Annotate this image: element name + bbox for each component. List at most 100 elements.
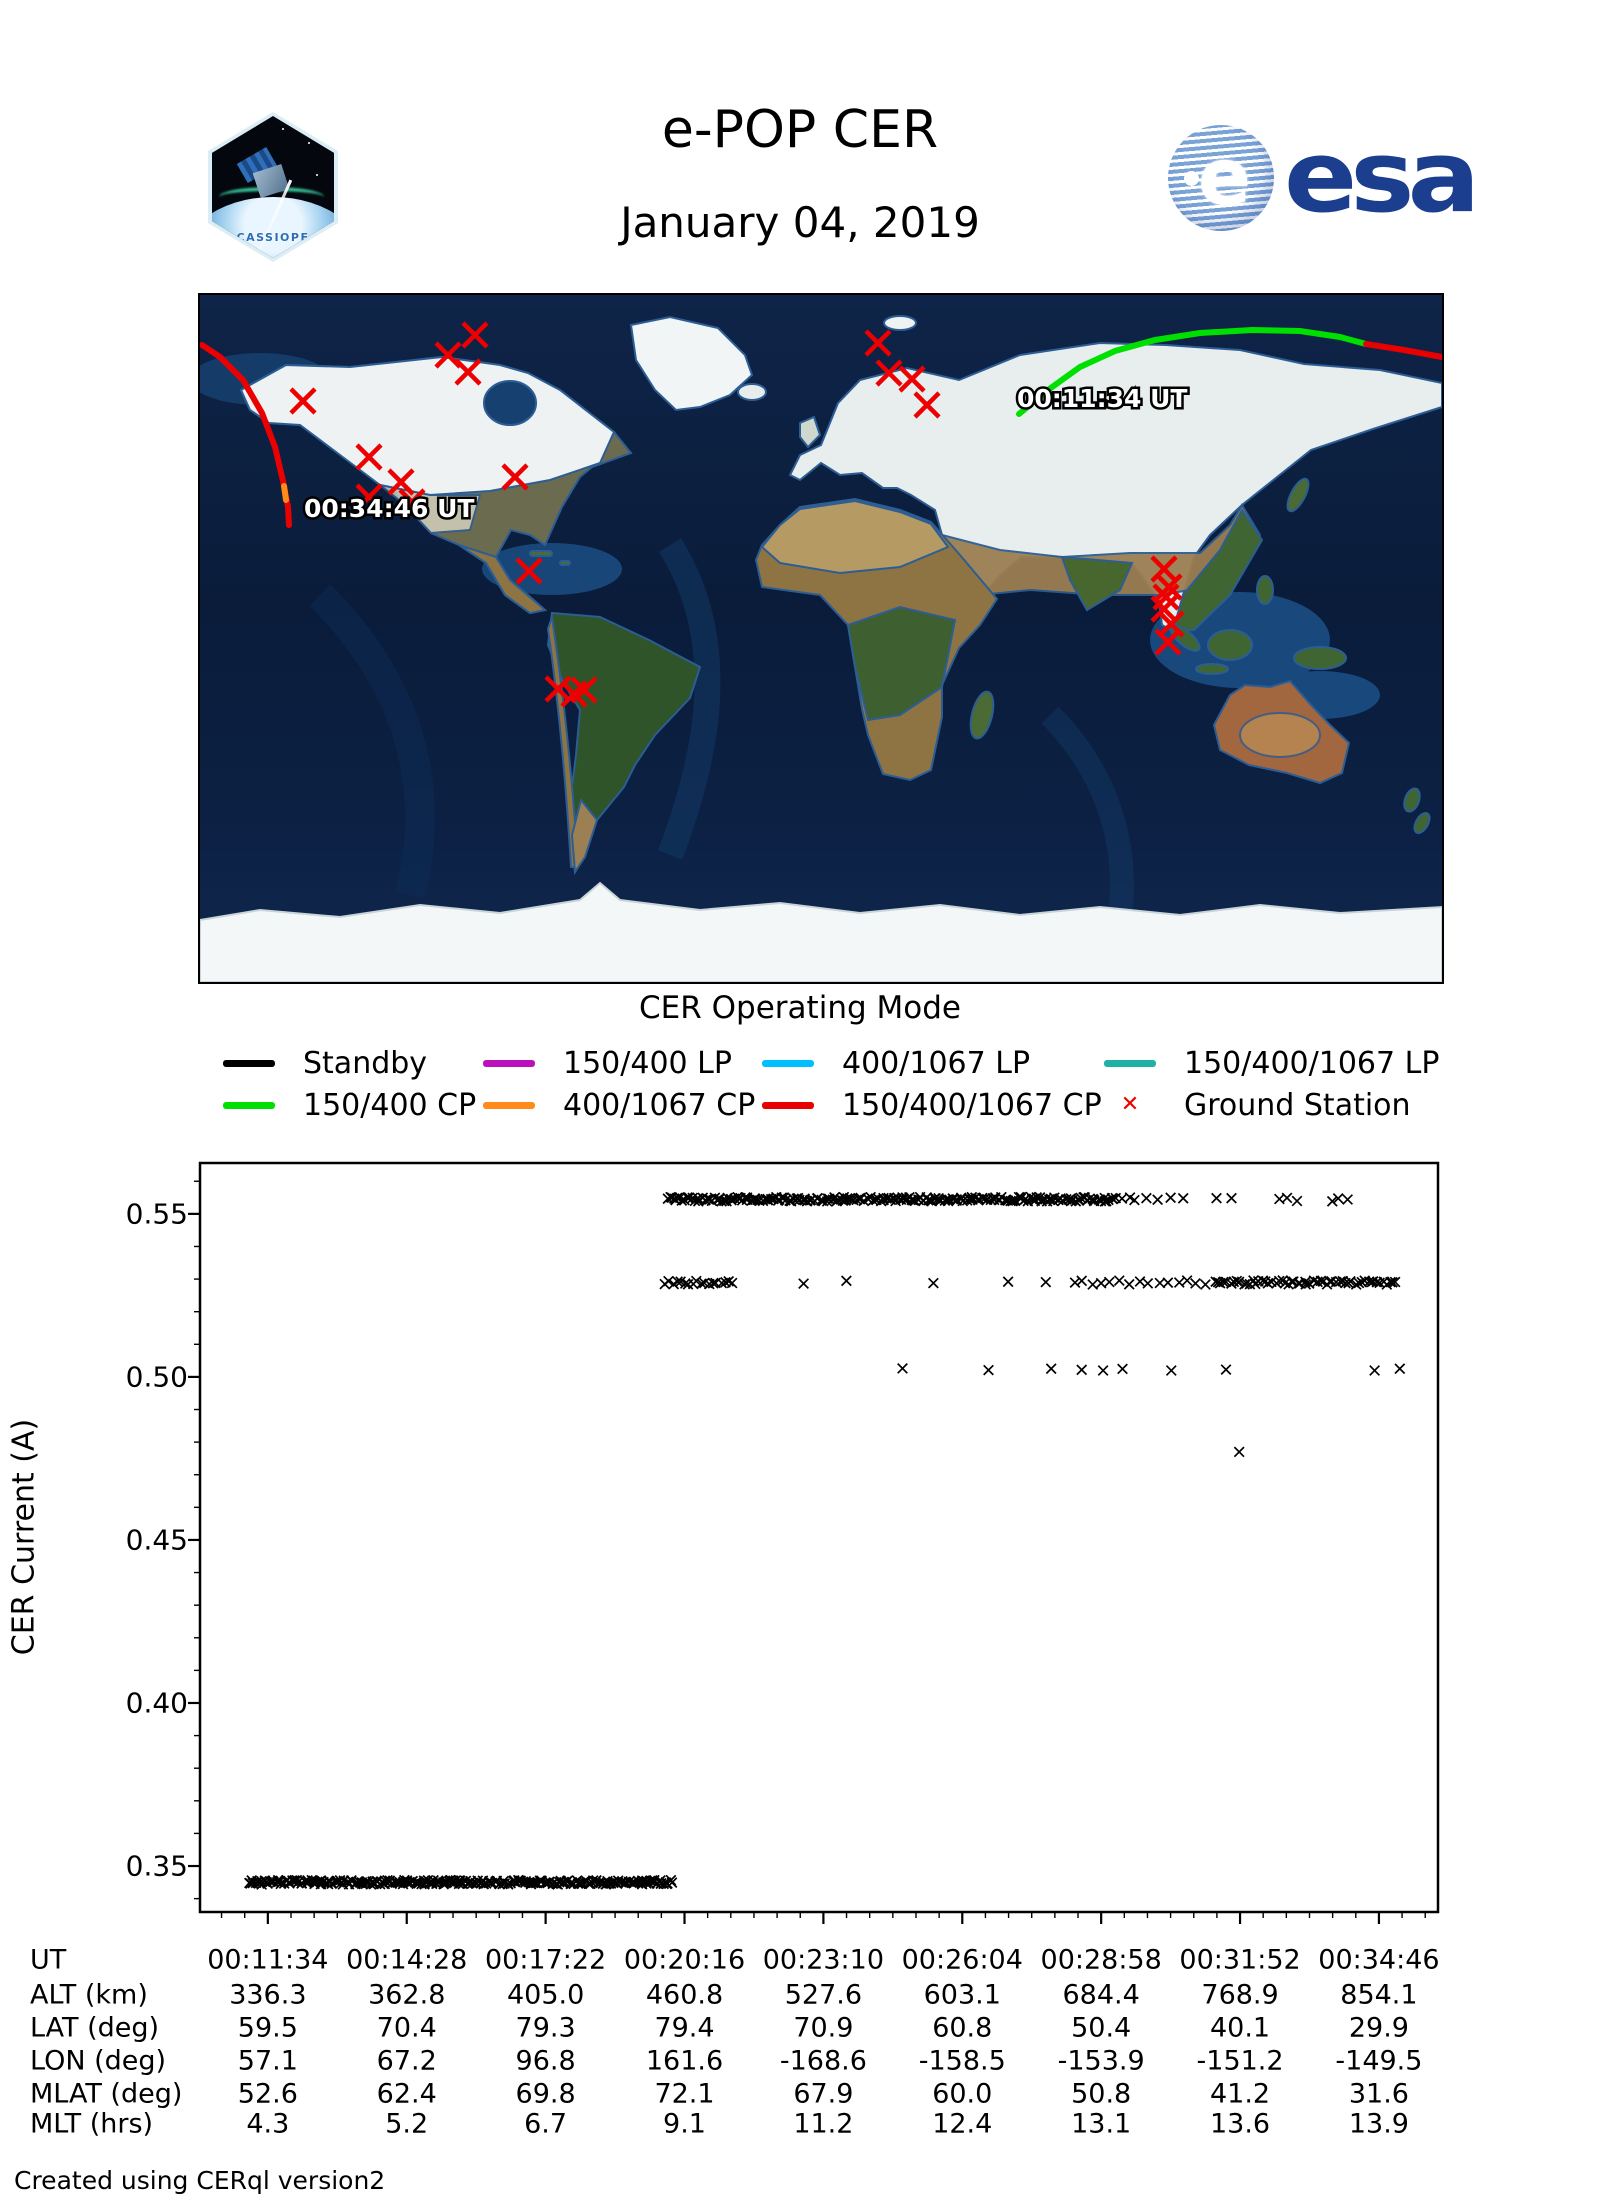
table-cell: 69.8 bbox=[515, 2078, 576, 2110]
table-cell: 13.9 bbox=[1348, 2108, 1409, 2140]
ground-station-marker bbox=[1154, 628, 1182, 656]
data-point-x-marker bbox=[1291, 1195, 1303, 1207]
legend-item-label: Standby bbox=[303, 1045, 428, 1081]
data-point-x-marker bbox=[1117, 1363, 1128, 1375]
data-point-x-marker bbox=[1087, 1279, 1099, 1290]
table-cell: 00:28:58 bbox=[1040, 1944, 1162, 1976]
table-cell: 00:20:16 bbox=[623, 1944, 746, 1976]
world-map-panel: 00:11:34 UT 00:34:46 UT bbox=[190, 293, 1445, 984]
data-point-x-marker bbox=[1226, 1192, 1237, 1204]
data-point-x-marker bbox=[966, 1191, 978, 1203]
ground-station-marker bbox=[355, 483, 383, 511]
data-point-x-marker bbox=[957, 1195, 969, 1207]
data-point-x-marker bbox=[1128, 1194, 1140, 1206]
legend-item-150-400-cp: 150/400 CP bbox=[223, 1088, 476, 1123]
page-title: e-POP CER bbox=[661, 100, 939, 160]
y-tick-label: 0.55 bbox=[125, 1197, 188, 1231]
data-point-x-marker bbox=[841, 1192, 853, 1204]
ground-station-marker bbox=[864, 329, 892, 357]
legend-item-label: 400/1067 LP bbox=[842, 1045, 1031, 1081]
ground-station-marker bbox=[913, 391, 941, 419]
table-cell: 00:31:52 bbox=[1179, 1944, 1301, 1976]
continents bbox=[199, 315, 1443, 983]
data-point-x-marker bbox=[1353, 1277, 1365, 1289]
legend-line-swatch bbox=[483, 1101, 535, 1109]
table-cell: 00:17:22 bbox=[484, 1944, 607, 1976]
data-point-x-marker bbox=[1070, 1195, 1082, 1207]
star-icon bbox=[316, 174, 318, 176]
orbit-tracks bbox=[199, 326, 1445, 528]
data-point-x-marker bbox=[663, 1275, 674, 1287]
table-cell: 31.6 bbox=[1348, 2078, 1409, 2110]
table-cell: 40.1 bbox=[1209, 2012, 1271, 2044]
table-cell: 6.7 bbox=[524, 2108, 568, 2140]
data-point-x-marker bbox=[1231, 1275, 1243, 1287]
data-point-x-marker bbox=[1190, 1277, 1201, 1289]
data-point-x-marker bbox=[1315, 1275, 1327, 1287]
track-end-time-label: 00:34:46 UT bbox=[304, 494, 474, 523]
cassiope-mission-patch-logo: CASSIOPE bbox=[208, 112, 338, 262]
data-point-x-marker bbox=[1199, 1279, 1211, 1290]
table-row-label-mlt-hrs-: MLT (hrs) bbox=[30, 2108, 154, 2140]
ground-station-marker bbox=[898, 365, 926, 393]
table-cell: 96.8 bbox=[515, 2045, 576, 2077]
table-cell: 527.6 bbox=[784, 1979, 863, 2011]
ground-station-marker bbox=[398, 488, 426, 516]
data-point-x-marker bbox=[726, 1277, 738, 1289]
data-point-x-marker bbox=[1069, 1277, 1081, 1289]
world-map: 00:11:34 UT 00:34:46 UT bbox=[190, 295, 1445, 983]
table-cell: 5.2 bbox=[385, 2108, 429, 2140]
data-point-x-marker bbox=[723, 1275, 735, 1287]
data-point-x-marker bbox=[1076, 1364, 1088, 1376]
star-icon bbox=[230, 134, 232, 136]
table-cell: 336.3 bbox=[229, 1979, 307, 2011]
data-point-x-marker bbox=[1113, 1275, 1125, 1287]
table-cell: 62.4 bbox=[376, 2078, 437, 2110]
legend-item-label: 150/400 LP bbox=[563, 1045, 732, 1081]
table-cell: 768.9 bbox=[1201, 1979, 1279, 2011]
data-point-x-marker bbox=[1369, 1365, 1381, 1376]
data-point-x-marker bbox=[983, 1364, 994, 1376]
table-cell: 79.3 bbox=[515, 2012, 576, 2044]
ground-station-marker bbox=[501, 463, 529, 491]
legend-item-label: 400/1067 CP bbox=[563, 1087, 756, 1123]
table-cell: 00:26:04 bbox=[901, 1944, 1023, 1976]
esa-logo: e esa bbox=[1168, 118, 1480, 238]
axis-ticks bbox=[188, 1180, 1426, 1924]
data-point-x-marker bbox=[1162, 1277, 1174, 1289]
table-cell: 79.4 bbox=[654, 2012, 715, 2044]
table-row-label-ut: UT bbox=[30, 1944, 67, 1976]
plot-border bbox=[198, 1161, 1440, 1914]
esa-globe-dot bbox=[1184, 171, 1199, 186]
data-point-x-marker bbox=[1177, 1192, 1189, 1204]
ground-station-x-icon: ✕ bbox=[1120, 1092, 1140, 1117]
table-row-label-lon-deg-: LON (deg) bbox=[30, 2045, 167, 2077]
scatter-points bbox=[243, 1191, 1406, 1890]
data-point-x-marker bbox=[1181, 1275, 1193, 1286]
data-point-x-marker bbox=[1107, 1193, 1119, 1205]
data-point-x-marker bbox=[275, 1878, 287, 1890]
data-point-x-marker bbox=[1211, 1192, 1222, 1204]
esa-wordmark: esa bbox=[1284, 120, 1480, 236]
table-cell: 460.8 bbox=[645, 1979, 724, 2011]
orbit-track-segment bbox=[1016, 326, 1369, 417]
data-point-x-marker bbox=[1103, 1276, 1115, 1288]
table-cell: 67.9 bbox=[793, 2078, 854, 2110]
table-row-label-lat-deg-: LAT (deg) bbox=[30, 2012, 160, 2044]
table-cell: -153.9 bbox=[1057, 2045, 1145, 2077]
data-point-x-marker bbox=[1076, 1275, 1088, 1287]
ground-station-marker bbox=[875, 359, 903, 387]
table-row-label-mlat-deg-: MLAT (deg) bbox=[30, 2078, 183, 2110]
data-point-x-marker bbox=[1303, 1278, 1315, 1290]
data-point-x-marker bbox=[1045, 1363, 1057, 1375]
table-cell: 50.4 bbox=[1071, 2012, 1132, 2044]
data-point-x-marker bbox=[798, 1278, 810, 1290]
data-point-x-marker bbox=[1273, 1275, 1285, 1287]
patch-art: CASSIOPE bbox=[212, 116, 334, 258]
table-cell: 70.9 bbox=[793, 2012, 854, 2044]
data-point-x-marker bbox=[676, 1195, 688, 1207]
orbit-track-segment bbox=[281, 483, 289, 503]
ground-station-marker bbox=[387, 468, 415, 496]
table-cell: 00:11:34 bbox=[207, 1944, 329, 1976]
